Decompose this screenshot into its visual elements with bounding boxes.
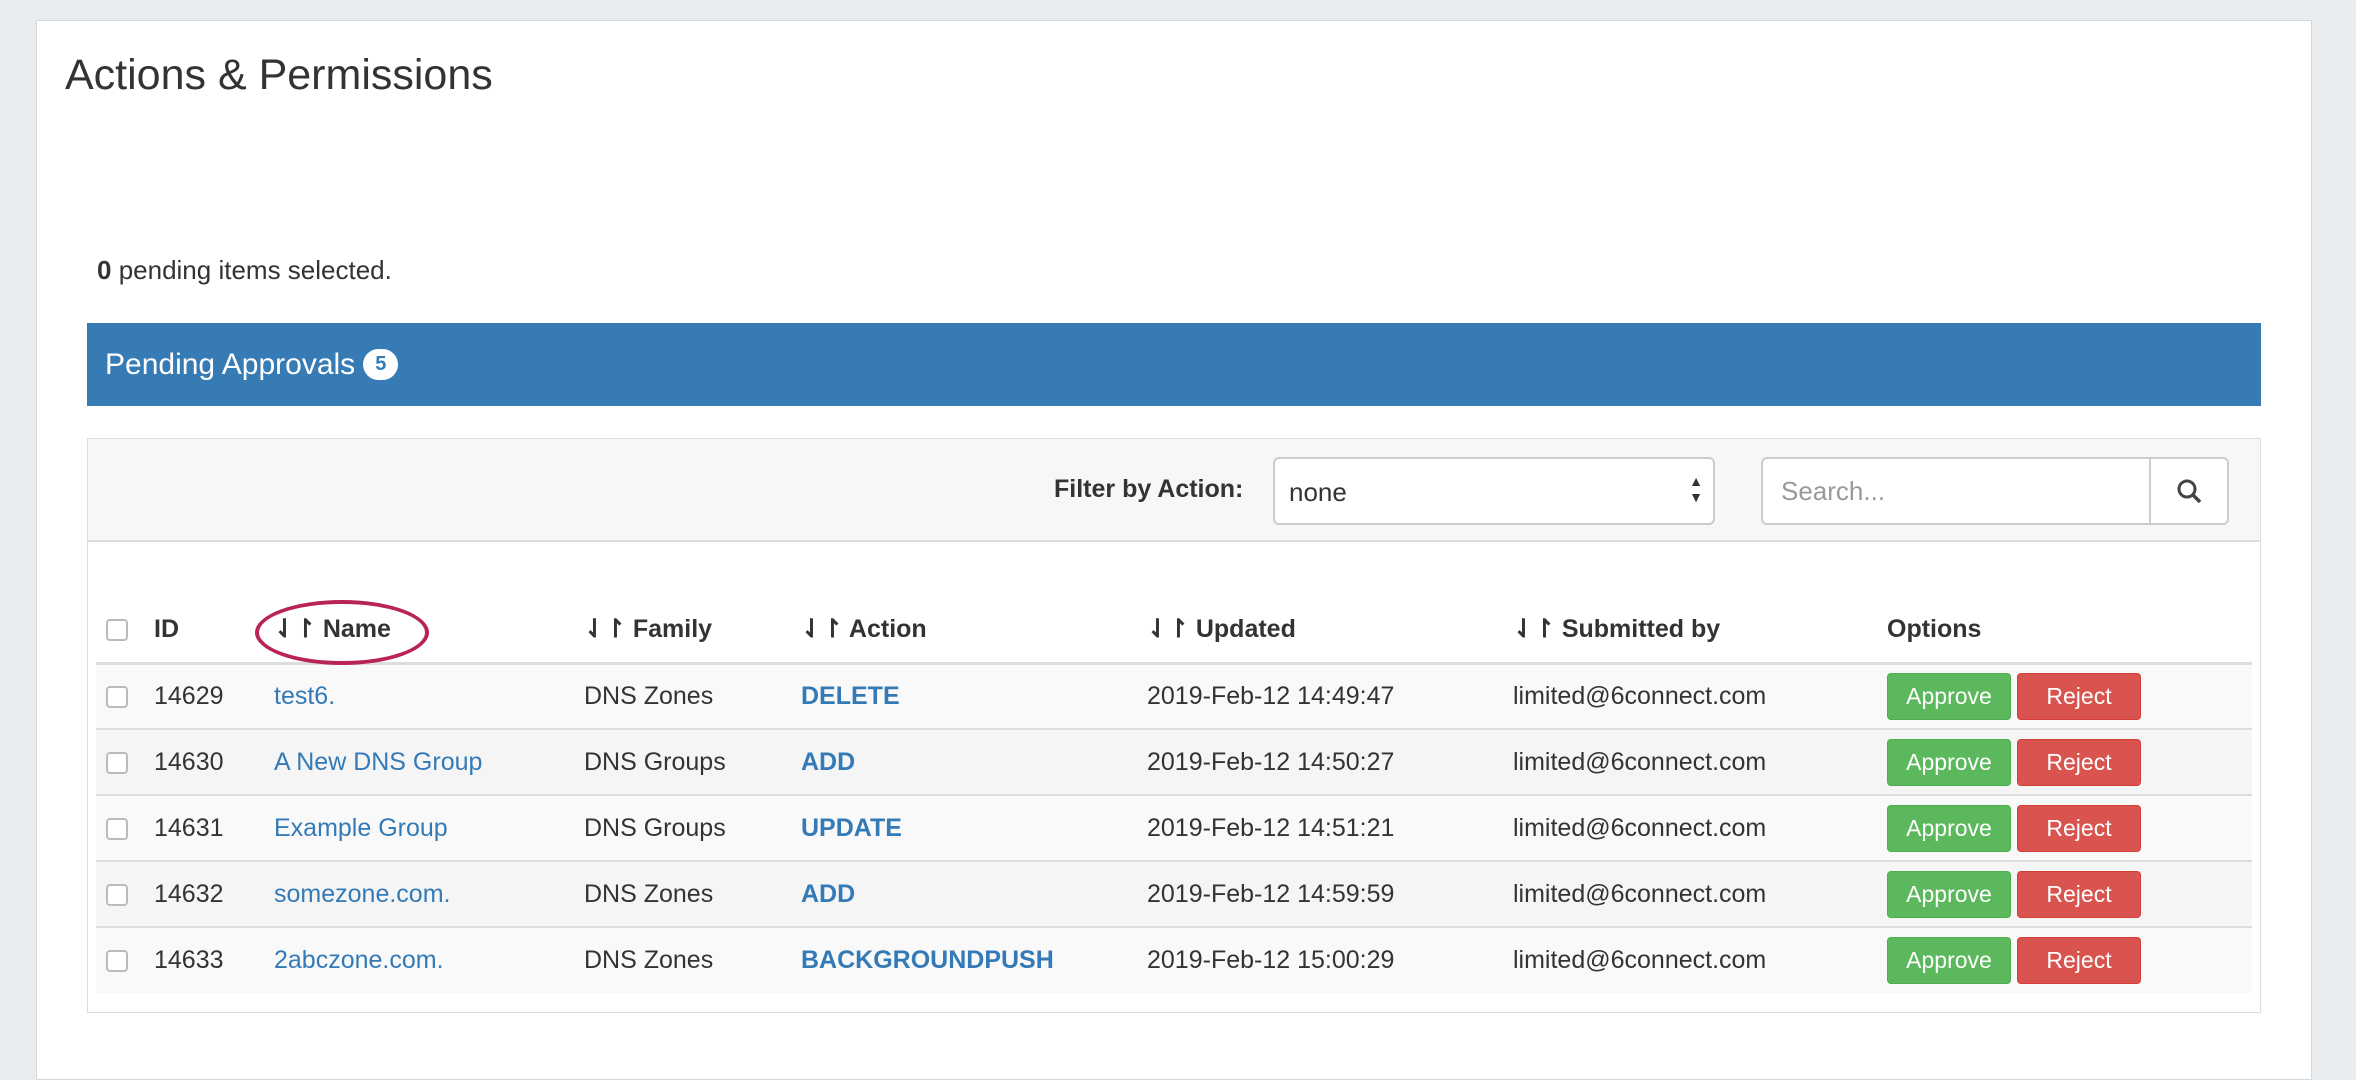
row-submitted-by: limited@6connect.com [1513, 728, 1887, 795]
row-action-link[interactable]: ADD [801, 879, 856, 908]
row-checkbox[interactable] [106, 817, 128, 840]
select-all-checkbox[interactable] [106, 619, 128, 642]
selected-count: 0 [97, 255, 112, 285]
row-updated: 2019-Feb-12 14:49:47 [1147, 662, 1513, 729]
sort-arrows-icon: ⇃↾ [1147, 615, 1196, 644]
reject-button[interactable]: Reject [2017, 870, 2141, 918]
approve-button[interactable]: Approve [1887, 738, 2011, 786]
row-id: 14630 [154, 728, 274, 795]
panel-title: Pending Approvals [105, 347, 356, 381]
row-name-link[interactable]: 2abczone.com. [274, 946, 444, 974]
approve-button[interactable]: Approve [1887, 937, 2011, 984]
row-submitted-by: limited@6connect.com [1513, 926, 1887, 993]
pending-approvals-header: Pending Approvals 5 [87, 323, 2261, 406]
page-title: Actions & Permissions [65, 51, 493, 99]
filter-label: Filter by Action: [1054, 475, 1244, 503]
sort-arrows-icon: ⇃↾ [584, 615, 633, 644]
col-family[interactable]: ⇃↾ Family [584, 597, 801, 665]
row-id: 14632 [154, 860, 274, 927]
sort-arrows-icon: ⇃↾ [801, 615, 849, 644]
search-button[interactable] [2149, 457, 2229, 525]
table-row: 14630 A New DNS Group DNS Groups ADD 201… [96, 728, 2252, 795]
row-action-link[interactable]: DELETE [801, 681, 900, 710]
select-arrows-icon: ▲ ▼ [1689, 473, 1703, 505]
row-submitted-by: limited@6connect.com [1513, 860, 1887, 927]
row-updated: 2019-Feb-12 15:00:29 [1147, 926, 1513, 993]
col-submitted-by[interactable]: ⇃↾ Submitted by [1513, 597, 1887, 665]
table-row: 14632 somezone.com. DNS Zones ADD 2019-F… [96, 860, 2252, 927]
reject-button[interactable]: Reject [2017, 672, 2141, 720]
highlight-circle [255, 600, 429, 665]
row-name-link[interactable]: test6. [274, 681, 336, 710]
row-updated: 2019-Feb-12 14:50:27 [1147, 728, 1513, 795]
row-checkbox[interactable] [106, 950, 128, 973]
table-row: 14633 2abczone.com. DNS Zones BACKGROUND… [96, 926, 2252, 993]
filter-bar: Filter by Action: none ▲ ▼ [88, 439, 2260, 542]
row-checkbox[interactable] [106, 883, 128, 906]
row-action-link[interactable]: ADD [801, 747, 856, 776]
filter-value: none [1289, 477, 1347, 507]
row-id: 14631 [154, 794, 274, 861]
row-action-link[interactable]: UPDATE [801, 813, 902, 842]
row-submitted-by: limited@6connect.com [1513, 662, 1887, 729]
row-family: DNS Groups [584, 794, 801, 861]
table-row: 14629 test6. DNS Zones DELETE 2019-Feb-1… [96, 662, 2252, 729]
row-id: 14629 [154, 662, 274, 729]
row-name-link[interactable]: A New DNS Group [274, 747, 483, 776]
approve-button[interactable]: Approve [1887, 672, 2011, 720]
row-checkbox[interactable] [106, 686, 128, 709]
reject-button[interactable]: Reject [2017, 738, 2141, 786]
row-submitted-by: limited@6connect.com [1513, 794, 1887, 861]
row-name-link[interactable]: Example Group [274, 813, 448, 842]
col-action[interactable]: ⇃↾ Action [801, 597, 1147, 665]
col-updated[interactable]: ⇃↾ Updated [1147, 597, 1513, 665]
row-family: DNS Groups [584, 728, 801, 795]
search-input[interactable] [1761, 457, 2151, 525]
filter-action-select[interactable]: none ▲ ▼ [1273, 457, 1715, 525]
approvals-table: ID ⇃↾ Name ⇃↾ Family ⇃↾ Action ⇃↾ Update… [96, 597, 2252, 993]
approvals-table-container: Filter by Action: none ▲▼ ID ⇃↾ Name ⇃↾ F… [87, 438, 2261, 1013]
table-row: 14631 Example Group DNS Groups UPDATE 20… [96, 794, 2252, 861]
approve-button[interactable]: Approve [1887, 804, 2011, 852]
search-icon [2177, 479, 2202, 504]
row-updated: 2019-Feb-12 14:51:21 [1147, 794, 1513, 861]
row-family: DNS Zones [584, 662, 801, 729]
selected-text: pending items selected. [111, 255, 392, 285]
row-updated: 2019-Feb-12 14:59:59 [1147, 860, 1513, 927]
main-panel: Actions & Permissions 0 pending items se… [36, 20, 2312, 1080]
col-options: Options [1887, 597, 2252, 665]
reject-button[interactable]: Reject [2017, 937, 2141, 984]
sort-arrows-icon: ⇃↾ [1513, 615, 1562, 644]
count-badge: 5 [363, 349, 399, 380]
row-family: DNS Zones [584, 926, 801, 993]
col-id: ID [154, 597, 274, 665]
selection-status: 0 pending items selected. [97, 255, 392, 286]
row-name-link[interactable]: somezone.com. [274, 879, 451, 908]
approve-button[interactable]: Approve [1887, 870, 2011, 918]
row-id: 14633 [154, 926, 274, 993]
row-checkbox[interactable] [106, 751, 128, 774]
row-action-link[interactable]: BACKGROUNDPUSH [801, 946, 1054, 974]
row-family: DNS Zones [584, 860, 801, 927]
reject-button[interactable]: Reject [2017, 804, 2141, 852]
